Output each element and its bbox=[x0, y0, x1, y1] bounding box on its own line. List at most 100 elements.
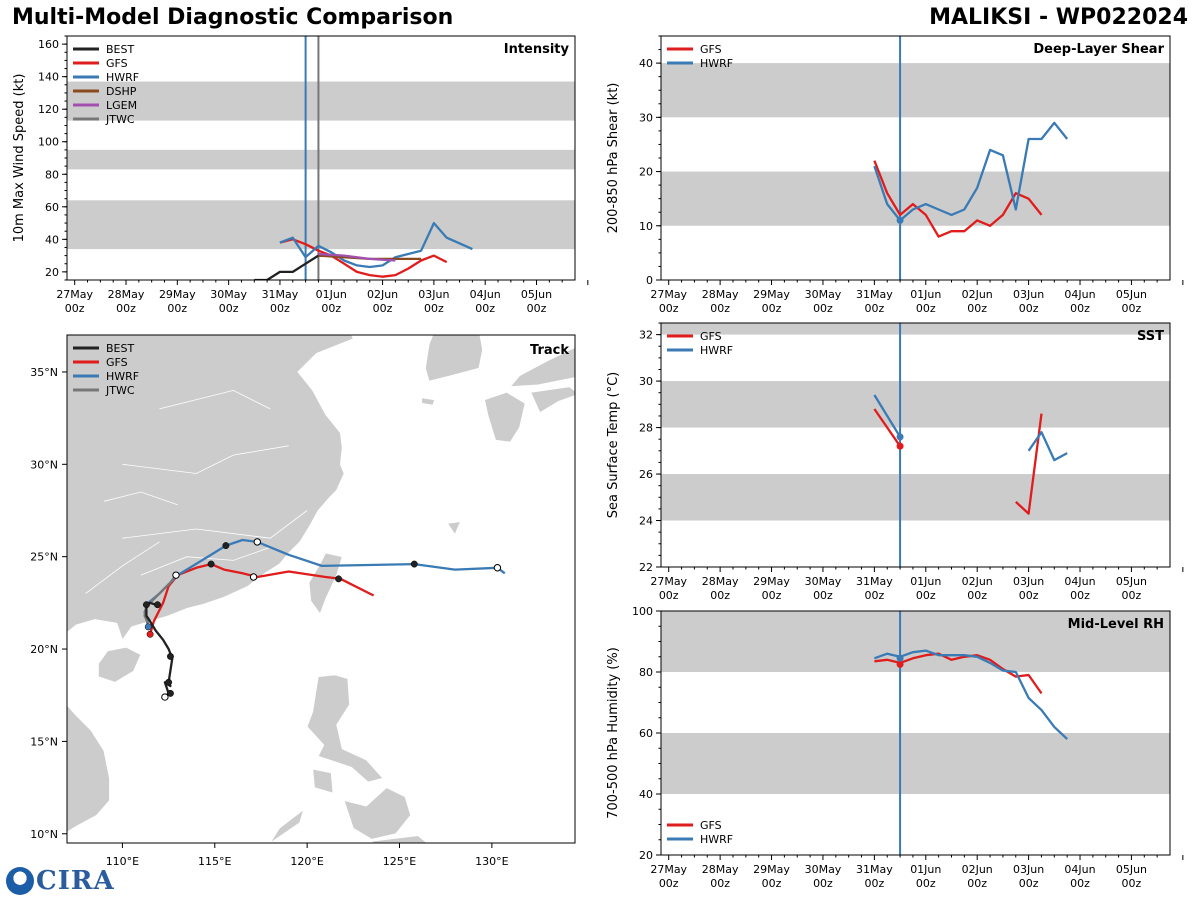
track-ytick-label-3: 25°N bbox=[30, 551, 58, 564]
legend-label-intensity-jtwc: JTWC bbox=[105, 113, 135, 126]
xtick-date-sst-2: 29May bbox=[753, 575, 790, 588]
noaa-logo-icon bbox=[6, 867, 34, 895]
track-point-2 bbox=[166, 652, 174, 660]
xtick-date-shear-3: 30May bbox=[805, 288, 842, 301]
xtick-hour-shear-3: 00z bbox=[813, 302, 833, 315]
xtick-hour-rh-7: 00z bbox=[1019, 877, 1039, 890]
track-open-point-3 bbox=[249, 573, 258, 581]
xtick-date-shear-7: 03Jun bbox=[1013, 288, 1044, 301]
xtick-hour-rh-6: 00z bbox=[967, 877, 987, 890]
kyushu-island-land bbox=[484, 391, 526, 443]
xtick-date-rh-3: 30May bbox=[805, 863, 842, 876]
panel-track: 110°E 115°E 120°E 125°E 130°E 10°N 15°N 20°N 25°… bbox=[30, 334, 576, 868]
xtick-date-intensity-8: 04Jun bbox=[470, 288, 501, 301]
xtick-hour-intensity-4: 00z bbox=[270, 302, 290, 315]
xtick-date-shear-4: 31May bbox=[856, 288, 893, 301]
track-point-9 bbox=[410, 560, 418, 568]
series-rh bbox=[874, 649, 1068, 740]
line-sst-hwrf-2 bbox=[873, 394, 902, 438]
xtick-hour-rh-9: 00z bbox=[1122, 877, 1142, 890]
line-intensity-hwrf-2 bbox=[279, 221, 473, 269]
xtick-date-rh-9: 05Jun bbox=[1116, 863, 1147, 876]
track-open-point-2 bbox=[253, 538, 261, 546]
ytick-label-shear-2: 20 bbox=[639, 166, 653, 179]
map-area bbox=[67, 335, 575, 843]
mainland-asia-land bbox=[67, 335, 354, 641]
ytick-label-intensity-2: 60 bbox=[45, 201, 59, 214]
line-sst-gfs-1 bbox=[1015, 413, 1043, 515]
track-point-1 bbox=[165, 678, 173, 686]
mindanao-north-land bbox=[371, 835, 428, 843]
legend-label-intensity-dshp: DSHP bbox=[106, 85, 137, 98]
track-xtick-label-2: 120°E bbox=[290, 855, 323, 868]
legend-label-intensity-lgem: LGEM bbox=[106, 99, 137, 112]
track-ytick-label-1: 15°N bbox=[30, 735, 58, 748]
ytick-label-rh-2: 60 bbox=[639, 727, 653, 740]
band-sst-1 bbox=[661, 381, 1170, 428]
line-intensity-lgem-4 bbox=[318, 252, 396, 262]
xtick-hour-rh-8: 00z bbox=[1070, 877, 1090, 890]
band-sst-2 bbox=[661, 323, 1170, 335]
legend-label-intensity-best: BEST bbox=[106, 43, 134, 56]
ytick-label-rh-4: 100 bbox=[632, 605, 653, 618]
ytick-label-rh-3: 80 bbox=[639, 666, 653, 679]
track-ytick-label-4: 30°N bbox=[30, 458, 58, 471]
legend-label-track-gfs: GFS bbox=[106, 356, 128, 369]
ytick-label-intensity-1: 40 bbox=[45, 233, 59, 246]
ytick-label-shear-3: 30 bbox=[639, 111, 653, 124]
series-shear bbox=[873, 121, 1069, 238]
line-shear-hwrf-1 bbox=[873, 121, 1069, 222]
axes-frame-track bbox=[66, 334, 576, 844]
marker-rh-0 bbox=[896, 660, 904, 668]
legend-label-shear-gfs: GFS bbox=[700, 43, 722, 56]
band-rh-0 bbox=[661, 733, 1170, 794]
xtick-date-sst-0: 27May bbox=[650, 575, 687, 588]
marker-rh-1 bbox=[896, 654, 904, 662]
mindoro-island-land bbox=[312, 768, 334, 794]
ytick-label-sst-5: 32 bbox=[639, 329, 653, 342]
xtick-date-intensity-1: 28May bbox=[108, 288, 145, 301]
band-sst-0 bbox=[661, 474, 1170, 521]
xtick-date-shear-1: 28May bbox=[702, 288, 739, 301]
xtick-hour-shear-8: 00z bbox=[1070, 302, 1090, 315]
xtick-date-sst-9: 05Jun bbox=[1116, 575, 1147, 588]
xtick-hour-intensity-5: 00z bbox=[321, 302, 341, 315]
xtick-hour-rh-5: 00z bbox=[916, 877, 936, 890]
ytick-label-shear-0: 0 bbox=[646, 274, 653, 287]
band-rh-1 bbox=[661, 611, 1170, 672]
xtick-date-intensity-3: 30May bbox=[210, 288, 247, 301]
band-shear-1 bbox=[661, 63, 1170, 118]
jeju-island-land bbox=[421, 397, 436, 406]
xtick-date-sst-1: 28May bbox=[702, 575, 739, 588]
band-shear-0 bbox=[661, 171, 1170, 226]
xtick-date-rh-0: 27May bbox=[650, 863, 687, 876]
xtick-hour-sst-8: 00z bbox=[1070, 589, 1090, 602]
legend-label-sst-hwrf: HWRF bbox=[700, 344, 733, 357]
xtick-hour-shear-9: 00z bbox=[1122, 302, 1142, 315]
xtick-hour-sst-5: 00z bbox=[916, 589, 936, 602]
xtick-hour-sst-4: 00z bbox=[864, 589, 884, 602]
track-point-0 bbox=[166, 689, 174, 697]
xtick-date-shear-9: 05Jun bbox=[1116, 288, 1147, 301]
ytick-label-sst-2: 26 bbox=[639, 468, 653, 481]
xtick-date-shear-2: 29May bbox=[753, 288, 790, 301]
track-point-7 bbox=[222, 542, 230, 550]
panel-title-intensity: Intensity bbox=[504, 42, 570, 57]
province-border-1 bbox=[140, 547, 271, 576]
visayas-islands-land bbox=[343, 787, 412, 840]
xtick-date-sst-8: 04Jun bbox=[1064, 575, 1095, 588]
xtick-hour-rh-3: 00z bbox=[813, 877, 833, 890]
xtick-hour-rh-4: 00z bbox=[864, 877, 884, 890]
marker-sst-0 bbox=[896, 442, 904, 450]
line-sst-hwrf-3 bbox=[1027, 431, 1068, 462]
xtick-hour-sst-1: 00z bbox=[710, 589, 730, 602]
ytick-label-intensity-3: 80 bbox=[45, 168, 59, 181]
series-sst bbox=[873, 394, 1068, 515]
track-point-10 bbox=[335, 575, 342, 583]
panel-sst: 22242628303227May00z28May00z29May00z30Ma… bbox=[606, 322, 1184, 602]
legend-label-intensity-gfs: GFS bbox=[106, 57, 128, 70]
xtick-date-rh-2: 29May bbox=[753, 863, 790, 876]
